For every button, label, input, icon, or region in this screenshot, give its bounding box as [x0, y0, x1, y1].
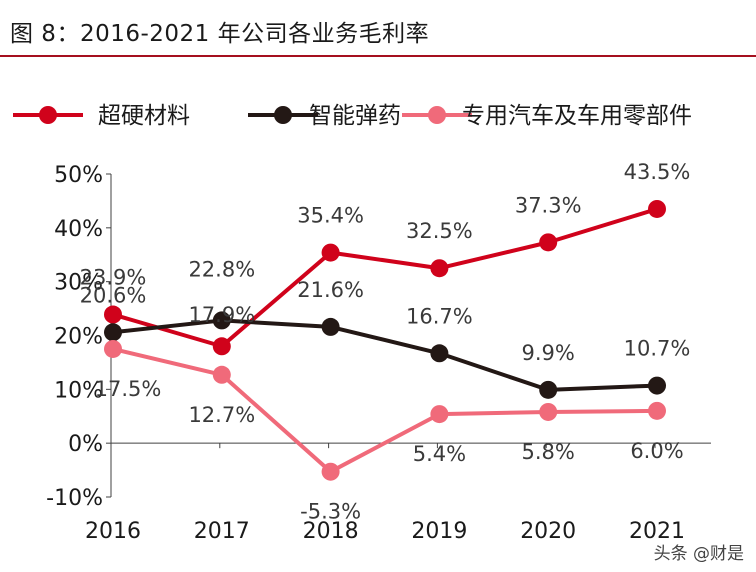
legend-label: 超硬材料	[98, 103, 190, 129]
legend-label: 专用汽车及车用零部件	[462, 103, 692, 129]
data-point	[539, 402, 558, 421]
series-points	[104, 199, 666, 481]
data-label: 21.6%	[297, 278, 364, 302]
data-label: 20.6%	[80, 283, 147, 307]
data-point	[539, 380, 558, 399]
data-label: 10.7%	[624, 337, 691, 361]
data-label: 37.3%	[515, 193, 582, 217]
data-point	[212, 365, 231, 384]
data-labels: 23.9% 35.4% 32.5% 37.3% 43.5% 20.6% 22.8% 21.6%…	[80, 160, 691, 524]
data-label: 32.5%	[406, 219, 473, 243]
legend-marker	[39, 106, 57, 124]
x-tick-label: 2019	[411, 519, 467, 544]
legend-marker	[428, 106, 446, 124]
y-tick-label: 10%	[54, 378, 103, 403]
data-point	[212, 311, 231, 330]
series-line-1	[112, 318, 658, 392]
data-label: 5.8%	[522, 440, 575, 464]
data-label: 35.4%	[297, 204, 364, 228]
y-tick-label: 20%	[54, 325, 103, 350]
data-label: 22.8%	[188, 257, 255, 281]
y-tick-label: 0%	[68, 432, 103, 457]
watermark: 头条 @财是	[653, 544, 744, 564]
legend: 超硬材料 智能弹药 专用汽车及车用零部件	[13, 103, 692, 129]
data-label: 9.9%	[522, 341, 575, 365]
series-line-2	[112, 347, 658, 474]
legend-marker	[274, 106, 292, 124]
data-point	[430, 259, 449, 278]
y-tick-label: 30%	[54, 271, 103, 296]
data-point	[539, 233, 558, 252]
x-tick-label: 2016	[85, 519, 141, 544]
x-tick-label: 2020	[520, 519, 576, 544]
data-point	[321, 317, 340, 336]
y-tick-label: 40%	[54, 217, 103, 242]
data-label: -5.3%	[300, 500, 361, 524]
data-label: 23.9%	[80, 266, 147, 290]
series-line-0	[112, 207, 658, 349]
y-tick-label: 50%	[54, 163, 103, 188]
x-tick-label: 2021	[629, 519, 685, 544]
data-point	[104, 305, 122, 324]
series-lines	[112, 207, 658, 474]
legend-label: 智能弹药	[309, 103, 401, 129]
data-label: 17.5%	[95, 377, 162, 401]
data-point	[430, 405, 449, 424]
data-label: 5.4%	[413, 442, 466, 466]
figure-title: 图 8：2016-2021 年公司各业务毛利率	[10, 21, 430, 47]
data-point	[104, 339, 122, 358]
y-tick-label: -10%	[46, 486, 103, 511]
data-point	[648, 401, 666, 420]
data-point	[430, 344, 449, 363]
axes: -10% 0% 10% 20% 30% 40% 50% 2016 2017 2018 2019 202…	[46, 163, 711, 544]
data-point	[321, 462, 340, 481]
data-label: 43.5%	[624, 160, 691, 184]
x-tick-label: 2017	[194, 519, 250, 544]
data-label: 12.7%	[188, 403, 255, 427]
data-point	[212, 337, 231, 356]
data-point	[104, 323, 122, 342]
data-label: 17.9%	[188, 303, 255, 327]
data-point	[648, 199, 666, 218]
data-point	[648, 376, 666, 395]
data-point	[321, 243, 340, 262]
x-tick-label: 2018	[303, 519, 359, 544]
data-label: 16.7%	[406, 304, 473, 328]
data-label: 6.0%	[630, 439, 683, 463]
title-rule	[0, 55, 756, 57]
